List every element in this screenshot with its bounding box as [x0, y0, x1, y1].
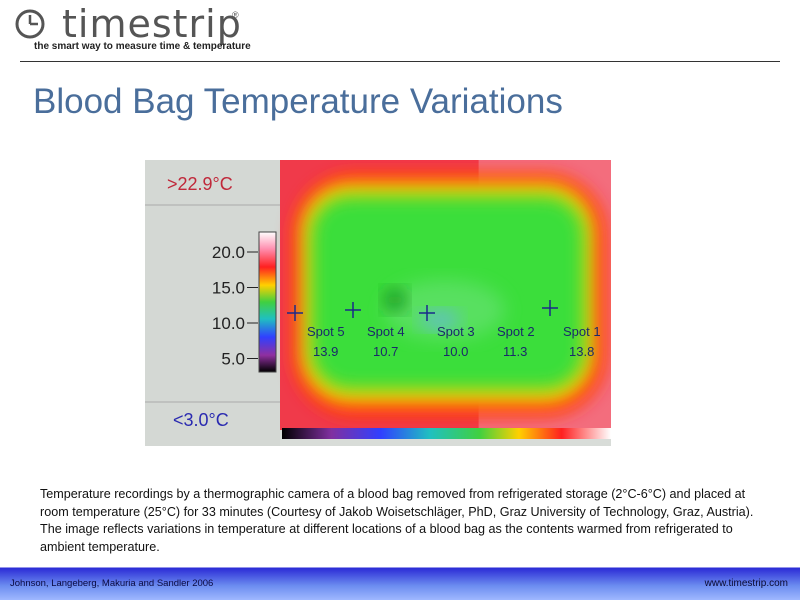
scale-tick-label: 20.0 — [212, 243, 245, 262]
caption: Temperature recordings by a thermographi… — [40, 487, 754, 554]
max-label: >22.9°C — [167, 174, 233, 194]
tagline: the smart way to measure time & temperat… — [34, 41, 251, 52]
spot-label: Spot 4 — [367, 324, 405, 339]
spot-label: Spot 1 — [563, 324, 601, 339]
spot-value: 10.0 — [443, 344, 468, 359]
spot-value: 10.7 — [373, 344, 398, 359]
min-label: <3.0°C — [173, 410, 229, 430]
spot-label: Spot 3 — [437, 324, 475, 339]
spot-value: 13.8 — [569, 344, 594, 359]
spot-label: Spot 2 — [497, 324, 535, 339]
website: www.timestrip.com — [704, 578, 788, 589]
citation: Johnson, Langeberg, Makuria and Sandler … — [10, 578, 214, 589]
spot-label: Spot 5 — [307, 324, 345, 339]
thermogram: Spot 5 13.9 Spot 4 10.7 Spot 3 10.0 Spot 2 11.3… — [145, 160, 611, 446]
divider — [20, 61, 780, 62]
logo-clock — [15, 9, 45, 39]
scale-tick-label: 10.0 — [212, 314, 245, 333]
scale-tick-label: 15.0 — [212, 279, 245, 298]
logo: timestrip — [62, 2, 242, 46]
slide-title: Blood Bag Temperature Variations — [33, 82, 563, 121]
registered-mark: ® — [232, 10, 239, 20]
spot-value: 13.9 — [313, 344, 338, 359]
scale-tick-label: 5.0 — [221, 350, 245, 369]
spot-value: 11.3 — [503, 344, 527, 359]
footer-bar — [0, 565, 800, 600]
